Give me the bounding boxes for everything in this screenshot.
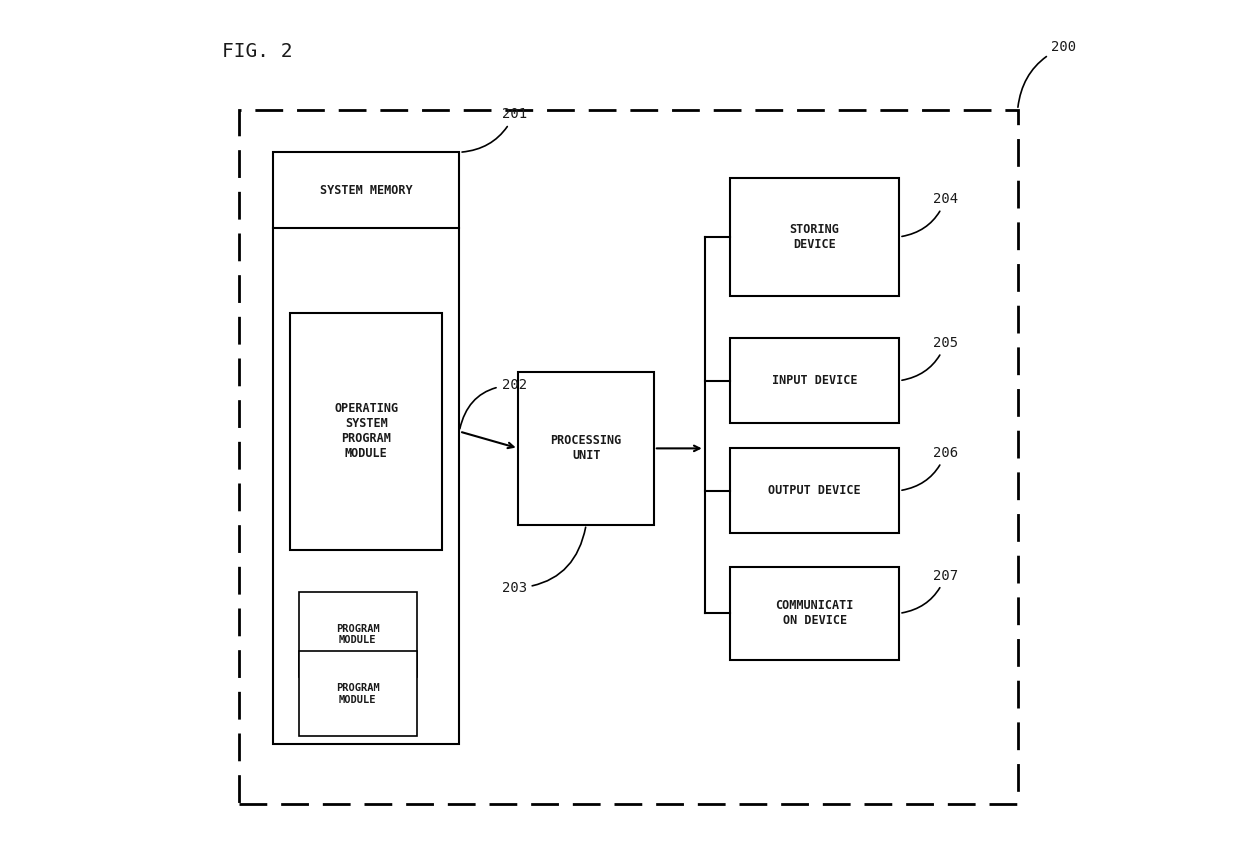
Text: STORING
DEVICE: STORING DEVICE — [790, 222, 839, 251]
Text: 204: 204 — [901, 192, 959, 236]
Text: PROGRAM
MODULE: PROGRAM MODULE — [336, 624, 379, 645]
FancyBboxPatch shape — [730, 338, 899, 423]
Text: 203: 203 — [501, 527, 585, 596]
Text: SYSTEM MEMORY: SYSTEM MEMORY — [320, 184, 413, 197]
Text: PROGRAM
MODULE: PROGRAM MODULE — [336, 683, 379, 705]
FancyBboxPatch shape — [730, 567, 899, 660]
FancyBboxPatch shape — [518, 372, 653, 525]
Text: 205: 205 — [901, 336, 959, 380]
Text: COMMUNICATI
ON DEVICE: COMMUNICATI ON DEVICE — [775, 599, 854, 628]
Text: INPUT DEVICE: INPUT DEVICE — [771, 374, 857, 387]
Text: OUTPUT DEVICE: OUTPUT DEVICE — [769, 484, 861, 497]
FancyBboxPatch shape — [290, 313, 443, 550]
Text: FIG. 2: FIG. 2 — [222, 42, 293, 61]
Text: 207: 207 — [901, 569, 959, 613]
Text: PROCESSING
UNIT: PROCESSING UNIT — [551, 434, 621, 463]
FancyBboxPatch shape — [273, 152, 459, 744]
Text: 206: 206 — [901, 446, 959, 490]
Text: 201: 201 — [463, 107, 527, 152]
Text: OPERATING
SYSTEM
PROGRAM
MODULE: OPERATING SYSTEM PROGRAM MODULE — [334, 403, 398, 460]
FancyBboxPatch shape — [730, 178, 899, 296]
FancyBboxPatch shape — [730, 448, 899, 533]
FancyBboxPatch shape — [299, 651, 417, 736]
Text: 200: 200 — [1018, 40, 1076, 107]
Text: 202: 202 — [460, 378, 527, 429]
FancyBboxPatch shape — [299, 592, 417, 677]
